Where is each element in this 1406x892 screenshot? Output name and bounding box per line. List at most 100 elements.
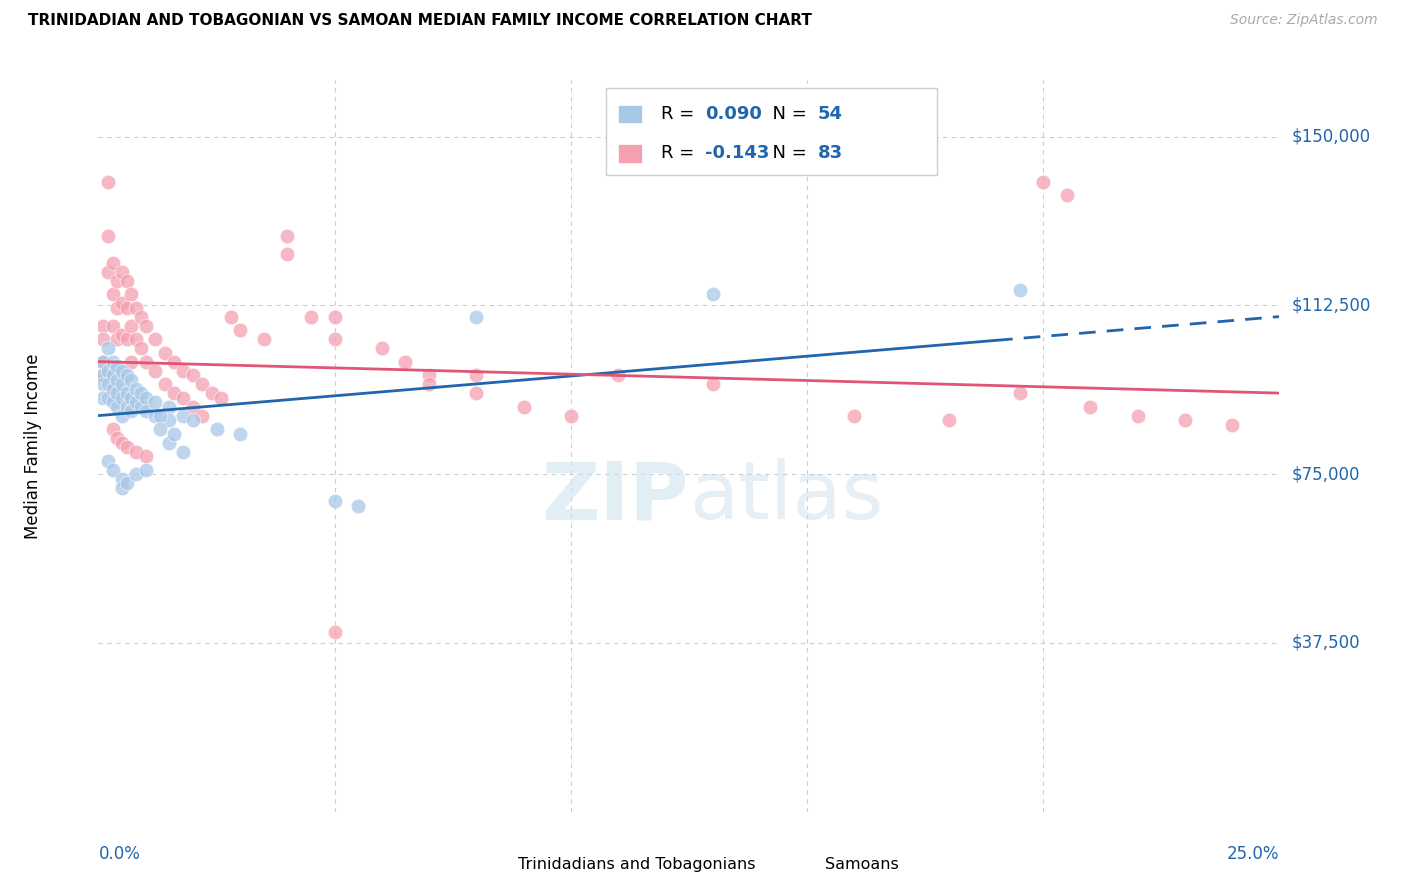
Point <box>276 228 298 243</box>
Text: TRINIDADIAN AND TOBAGONIAN VS SAMOAN MEDIAN FAMILY INCOME CORRELATION CHART: TRINIDADIAN AND TOBAGONIAN VS SAMOAN MED… <box>28 13 813 29</box>
Point <box>101 354 124 368</box>
Point <box>129 341 152 355</box>
Text: -0.143: -0.143 <box>706 145 770 162</box>
FancyBboxPatch shape <box>477 855 503 873</box>
FancyBboxPatch shape <box>619 104 641 123</box>
Point <box>111 472 134 486</box>
Point <box>91 332 114 346</box>
Point <box>125 382 148 396</box>
FancyBboxPatch shape <box>783 855 810 873</box>
Point <box>143 409 166 423</box>
Text: ZIP: ZIP <box>541 458 689 536</box>
Point <box>101 368 124 383</box>
Point <box>1008 386 1031 401</box>
Text: 83: 83 <box>818 145 842 162</box>
Text: Trinidadians and Tobagonians: Trinidadians and Tobagonians <box>517 857 755 871</box>
Point <box>105 373 128 387</box>
Point <box>135 449 157 463</box>
Point <box>121 391 143 405</box>
Point <box>129 310 152 324</box>
Point <box>209 391 232 405</box>
Point <box>101 422 124 436</box>
Point <box>115 400 138 414</box>
Point <box>157 413 180 427</box>
Point <box>125 301 148 315</box>
Point <box>135 462 157 476</box>
Point <box>371 341 394 355</box>
Point <box>121 373 143 387</box>
Point <box>125 467 148 482</box>
Text: $150,000: $150,000 <box>1291 128 1371 145</box>
Point <box>121 318 143 333</box>
Point <box>201 386 224 401</box>
Point <box>105 301 128 315</box>
Text: $112,500: $112,500 <box>1291 296 1371 314</box>
Point <box>1008 283 1031 297</box>
Point <box>115 368 138 383</box>
Point <box>105 274 128 288</box>
Point <box>125 395 148 409</box>
Point <box>1220 417 1243 432</box>
Point <box>418 368 440 383</box>
Text: 0.090: 0.090 <box>706 105 762 123</box>
Point <box>101 287 124 301</box>
Point <box>418 377 440 392</box>
Point <box>938 413 960 427</box>
Point <box>229 426 252 441</box>
Point <box>219 310 242 324</box>
Point <box>97 264 120 278</box>
Point <box>276 246 298 260</box>
Point <box>172 409 194 423</box>
Point <box>135 404 157 418</box>
Point <box>172 391 194 405</box>
Point <box>111 391 134 405</box>
Point <box>191 377 214 392</box>
Point <box>172 444 194 458</box>
Point <box>163 386 186 401</box>
Point <box>163 354 186 368</box>
Point <box>121 287 143 301</box>
Point <box>115 274 138 288</box>
Point <box>465 368 488 383</box>
Point <box>105 400 128 414</box>
Point <box>111 363 134 377</box>
Point <box>111 296 134 310</box>
Point <box>143 395 166 409</box>
Point <box>91 368 114 383</box>
Point <box>153 345 176 359</box>
Point <box>111 409 134 423</box>
Point <box>135 318 157 333</box>
Point <box>101 462 124 476</box>
Point <box>560 409 582 423</box>
Point <box>91 318 114 333</box>
Text: 25.0%: 25.0% <box>1227 845 1279 863</box>
Point <box>115 476 138 491</box>
Point <box>323 332 346 346</box>
Point <box>143 363 166 377</box>
Text: $37,500: $37,500 <box>1291 634 1360 652</box>
Point <box>125 444 148 458</box>
Point <box>135 354 157 368</box>
Text: $75,000: $75,000 <box>1291 465 1360 483</box>
Point <box>323 310 346 324</box>
Point <box>111 327 134 342</box>
Point <box>181 413 204 427</box>
Point <box>1032 175 1054 189</box>
Point <box>1174 413 1197 427</box>
Point <box>323 494 346 508</box>
Text: Samoans: Samoans <box>825 857 898 871</box>
Point <box>101 318 124 333</box>
Point <box>129 386 152 401</box>
Point <box>1126 409 1149 423</box>
Text: N =: N = <box>761 145 813 162</box>
Point <box>105 332 128 346</box>
Point <box>512 400 534 414</box>
Point <box>111 481 134 495</box>
Point <box>115 440 138 454</box>
Point <box>97 341 120 355</box>
Point <box>97 377 120 392</box>
Point <box>149 422 172 436</box>
Point <box>465 310 488 324</box>
Point <box>347 499 370 513</box>
Point <box>111 377 134 392</box>
